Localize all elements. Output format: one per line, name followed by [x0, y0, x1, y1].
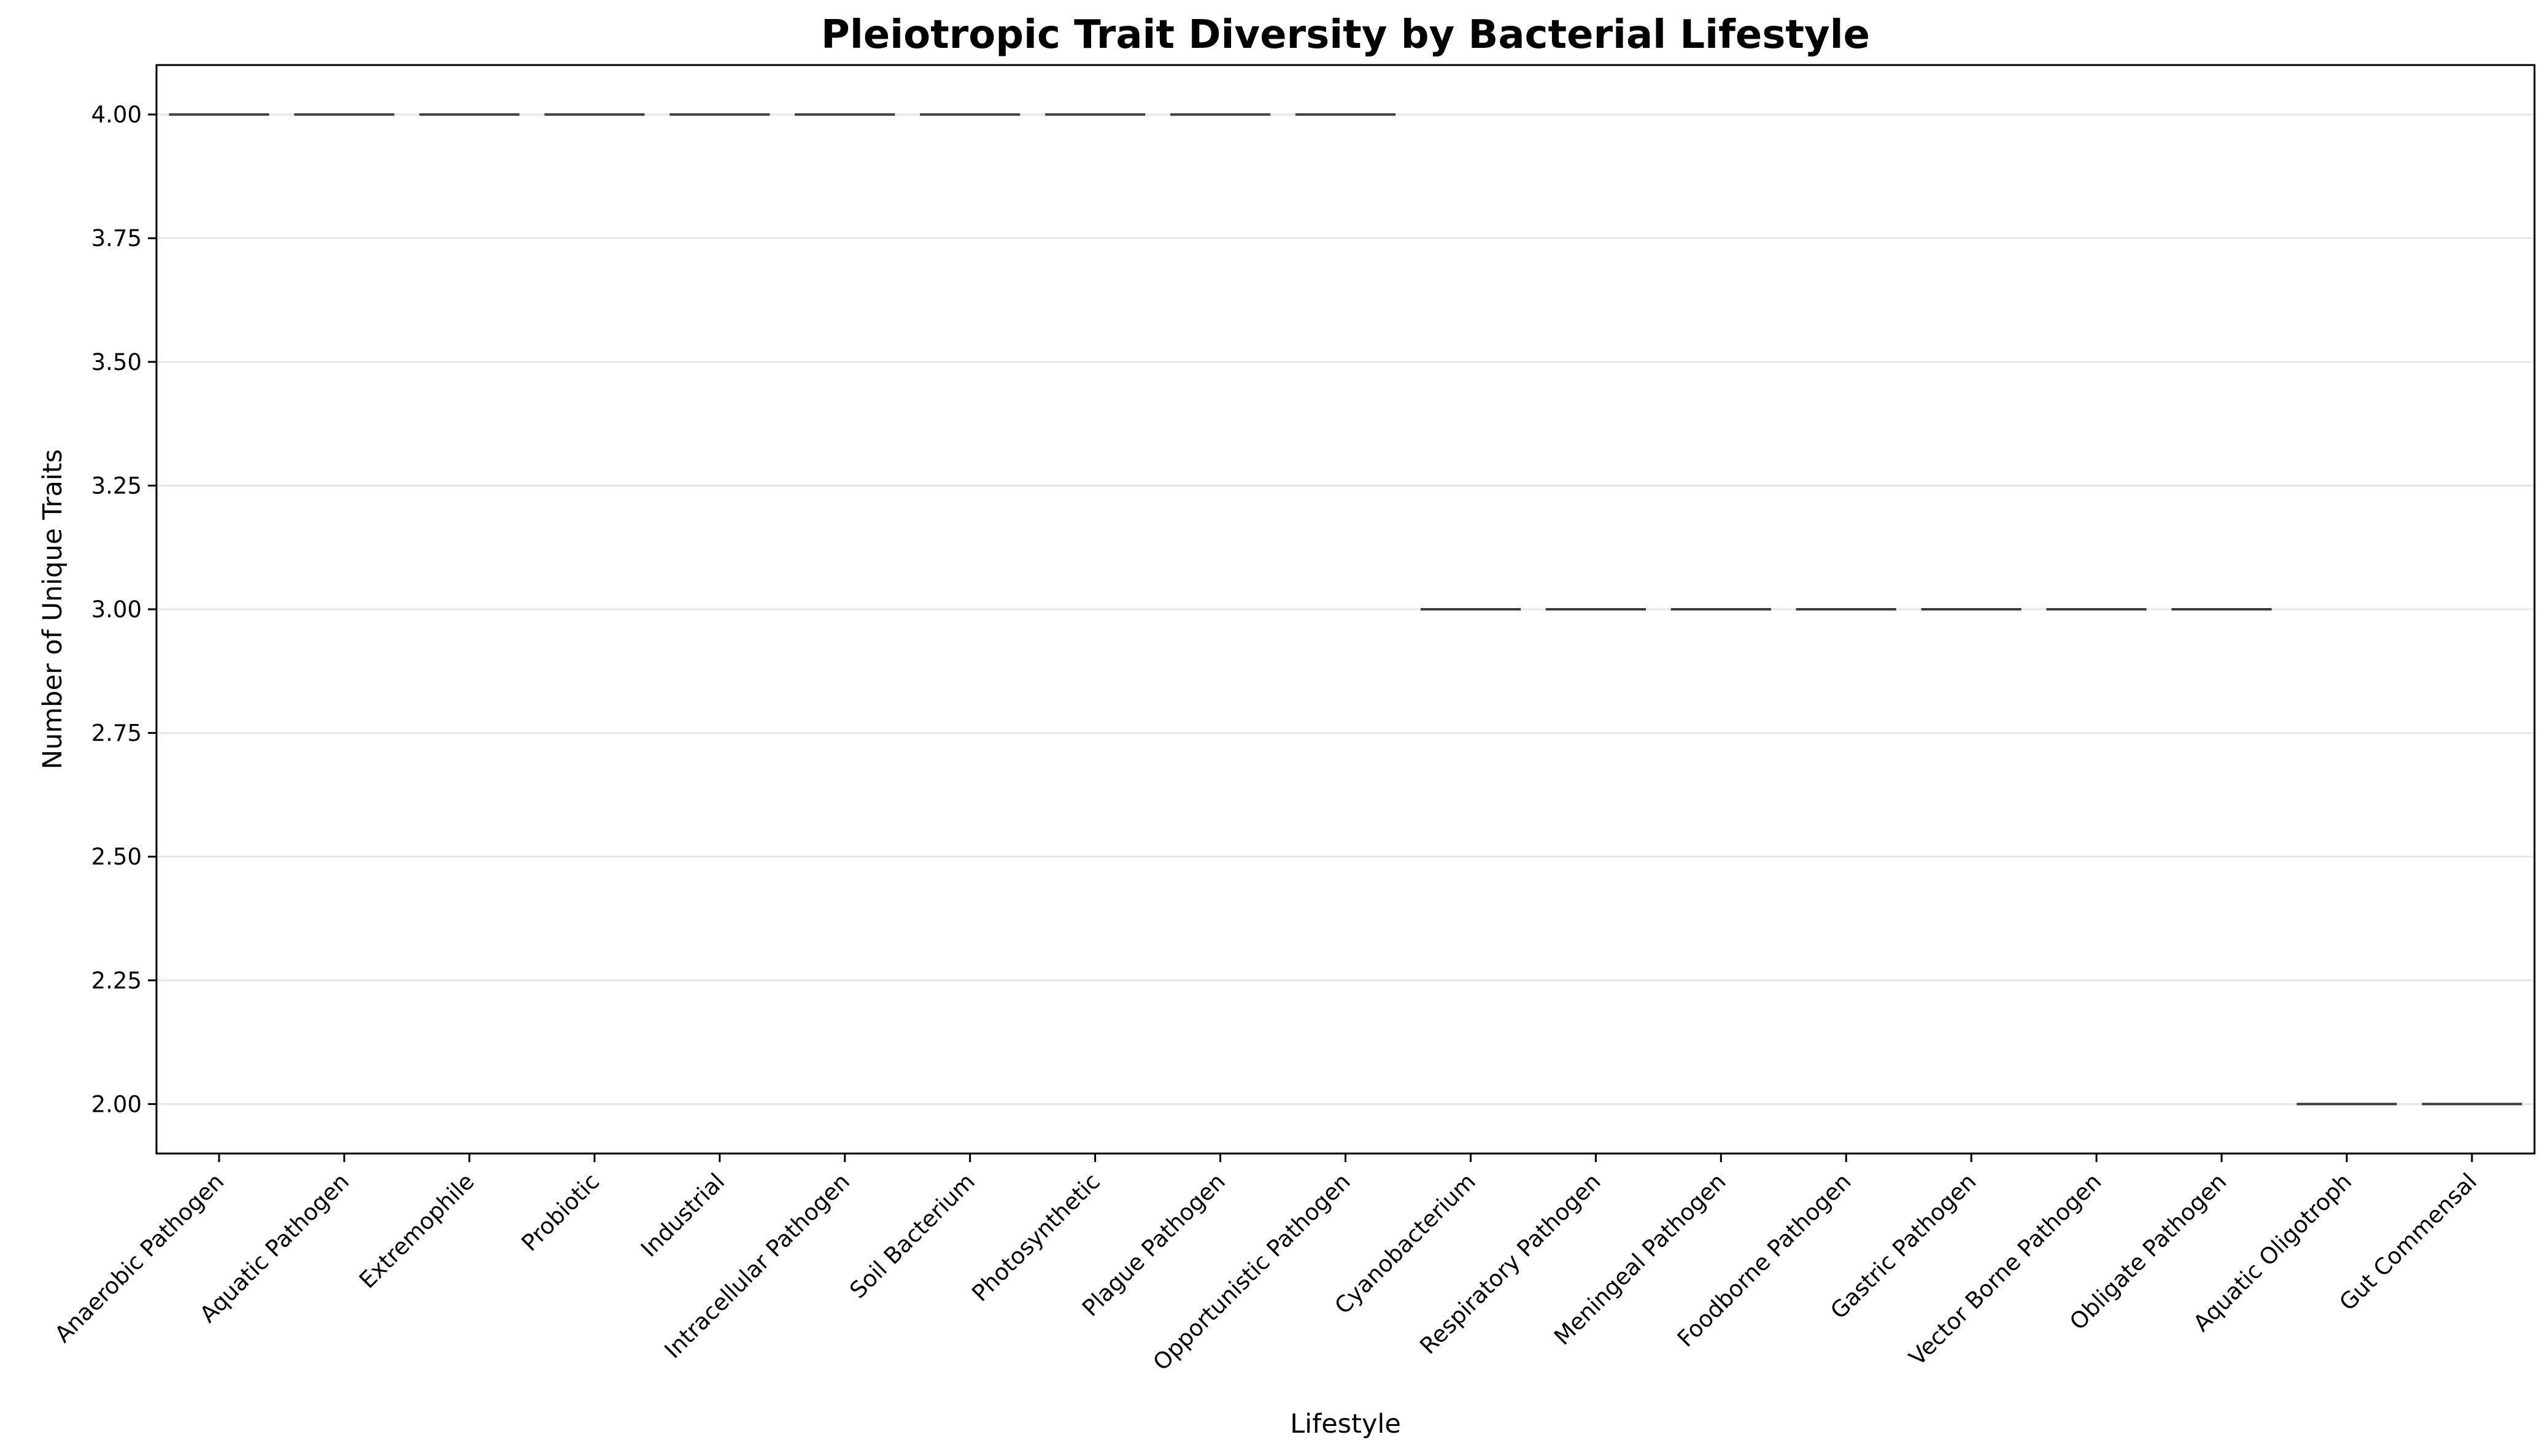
chart-title: Pleiotropic Trait Diversity by Bacterial…	[821, 12, 1870, 58]
y-tick-label: 2.50	[91, 844, 142, 870]
box-series	[169, 113, 2522, 1106]
x-axis-label: Lifestyle	[1290, 1409, 1401, 1439]
y-tick-label: 3.50	[91, 349, 142, 376]
y-axis-label: Number of Unique Traits	[37, 449, 68, 769]
y-tick-label: 3.25	[91, 472, 142, 499]
y-tick-label: 2.25	[91, 968, 142, 994]
y-tick-label: 4.00	[91, 102, 142, 128]
y-tick-label: 2.75	[91, 720, 142, 747]
y-axis-ticks: 2.00 2.25 2.50 2.75 3.00 3.25 3.50 3.75 4.00	[91, 102, 156, 1117]
y-tick-label: 3.00	[91, 596, 142, 623]
y-tick-label: 2.00	[91, 1091, 142, 1117]
y-tick-label: 3.75	[91, 225, 142, 252]
